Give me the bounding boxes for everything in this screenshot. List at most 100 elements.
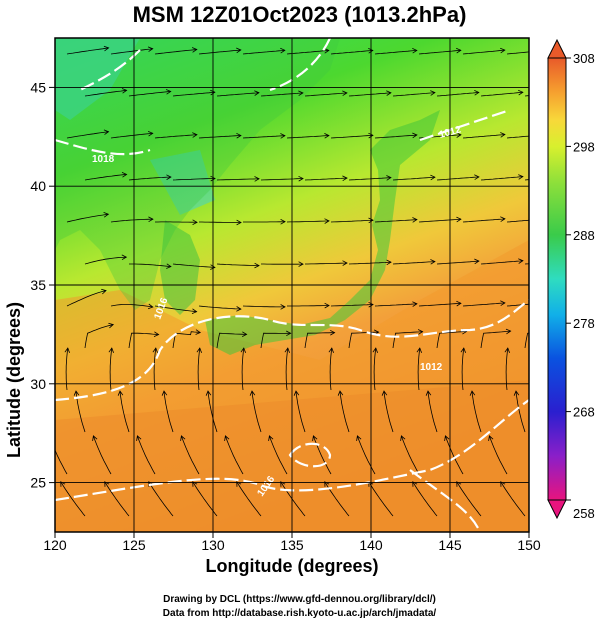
streamline: [286, 135, 329, 139]
streamline-arrow: [474, 174, 480, 180]
streamline: [65, 348, 69, 391]
streamline-arrow: [284, 347, 290, 353]
streamline-arrow: [368, 132, 374, 139]
streamline-arrow: [312, 435, 318, 441]
streamline: [84, 89, 127, 97]
streamline: [216, 178, 260, 181]
streamline-arrow: [518, 174, 524, 180]
streamline: [198, 135, 241, 139]
streamline: [392, 92, 435, 97]
streamline: [163, 391, 174, 433]
streamline: [84, 256, 127, 265]
streamline: [418, 49, 461, 55]
streamline: [66, 213, 109, 223]
streamline-arrow: [166, 174, 172, 180]
streamline: [313, 435, 332, 475]
streamline: [456, 481, 482, 517]
streamline-arrow: [324, 48, 330, 54]
streamline: [330, 50, 373, 55]
streamline: [119, 391, 130, 433]
y-tick-label: 35: [30, 277, 46, 293]
streamline: [216, 332, 247, 349]
streamline: [348, 92, 391, 97]
streamline: [357, 435, 376, 475]
streamline: [339, 391, 350, 433]
streamline-arrow: [73, 390, 80, 396]
streamline-arrow: [505, 328, 512, 335]
streamline-arrow: [456, 300, 462, 307]
streamline: [154, 134, 197, 139]
streamline-arrow: [147, 131, 154, 137]
streamline-arrow: [103, 129, 110, 135]
streamline-arrow: [324, 481, 330, 487]
streamline: [260, 332, 291, 349]
streamline-arrow: [417, 329, 424, 335]
streamline: [109, 348, 113, 391]
streamline: [462, 134, 505, 139]
streamline: [260, 92, 303, 97]
streamline: [348, 261, 392, 265]
streamline: [374, 134, 417, 139]
streamline: [373, 348, 377, 391]
streamline-arrow: [372, 347, 378, 353]
contour-label: 1012: [420, 362, 443, 373]
streamline-arrow: [342, 90, 348, 96]
streamline-arrow: [456, 132, 462, 138]
streamline-arrow: [180, 435, 186, 441]
streamline-arrow: [456, 47, 462, 54]
colorbar-tick-label: 268: [573, 405, 595, 420]
streamline-arrow: [488, 435, 494, 441]
streamline-arrow: [152, 347, 158, 353]
streamline-arrow: [121, 172, 128, 178]
colorbar-tick-label: 278: [573, 316, 595, 331]
streamline-arrow: [456, 481, 462, 487]
streamline: [348, 331, 379, 349]
streamline-arrow: [121, 254, 128, 261]
streamline-arrow: [330, 329, 336, 336]
streamline: [66, 290, 107, 307]
x-tick-label: 145: [438, 537, 462, 553]
streamline: [329, 348, 333, 391]
streamline: [128, 176, 171, 181]
streamline-arrow: [298, 261, 304, 267]
streamline: [128, 332, 159, 349]
streamline-arrow: [500, 216, 506, 222]
x-tick-label: 150: [517, 537, 541, 553]
streamline: [436, 92, 479, 97]
y-tick-label: 25: [30, 475, 46, 491]
streamline: [383, 391, 394, 433]
streamline: [401, 435, 420, 475]
streamline: [251, 391, 262, 433]
streamline-arrow: [386, 175, 392, 181]
colorbar-tick-label: 298: [573, 139, 595, 154]
streamline-arrow: [242, 331, 248, 337]
streamline: [93, 435, 112, 475]
streamline: [515, 391, 526, 433]
streamline: [198, 49, 241, 55]
streamline: [153, 348, 157, 391]
streamline: [110, 304, 153, 308]
streamline: [480, 260, 523, 265]
streamline-arrow: [513, 390, 520, 396]
streamline: [216, 92, 259, 97]
streamline: [197, 348, 201, 391]
streamline-arrow: [412, 132, 418, 139]
streamline: [304, 92, 347, 97]
streamline-arrow: [161, 390, 168, 396]
streamline: [66, 47, 109, 55]
colorbar-tick-label: 288: [573, 228, 595, 243]
streamline-arrow: [500, 481, 506, 487]
streamline-arrow: [108, 322, 115, 329]
x-axis-label: Longitude (degrees): [205, 556, 379, 576]
streamline: [172, 91, 215, 97]
streamline-arrow: [103, 45, 110, 52]
streamline: [305, 262, 348, 265]
streamline: [242, 305, 285, 308]
streamline-arrow: [456, 216, 462, 223]
streamline: [436, 331, 467, 349]
y-tick-label: 45: [30, 79, 46, 95]
streamline: [505, 348, 509, 391]
streamline: [436, 260, 479, 265]
colorbar: 308 298 288 278 268 258: [547, 38, 595, 521]
streamline: [154, 305, 197, 313]
